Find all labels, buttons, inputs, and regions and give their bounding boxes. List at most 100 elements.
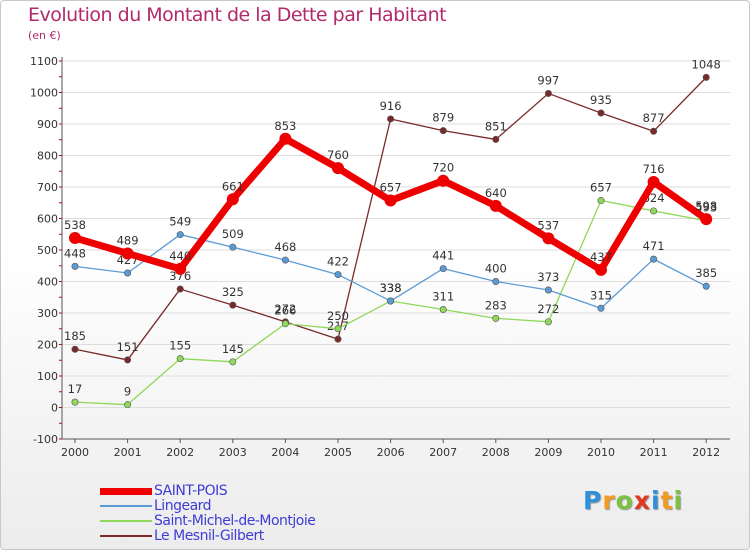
data-point [121,247,134,260]
data-label: 266 [274,304,296,318]
x-tick-label: 2001 [114,446,142,459]
data-label: 151 [117,340,139,354]
data-label: 325 [222,285,244,299]
x-tick-label: 2011 [640,446,668,459]
legend-swatch [100,505,152,507]
data-label: 538 [64,218,86,232]
legend-label: Le Mesnil-Gilbert [154,528,264,544]
y-tick-label: 400 [37,276,58,289]
data-point [650,255,658,263]
logo-letter: i [673,486,684,515]
data-point [229,243,237,251]
data-point [597,197,605,205]
logo-letter: i [651,486,661,515]
data-label: 400 [485,262,507,276]
data-point [176,231,184,239]
x-tick-label: 2000 [61,446,89,459]
data-label: 935 [590,93,612,107]
y-tick-label: 1000 [30,87,58,100]
data-point [650,207,658,215]
x-tick-label: 2010 [587,446,615,459]
data-point [71,345,79,353]
chart-subtitle: (en €) [28,29,61,42]
data-label: 17 [68,382,83,396]
data-label: 1048 [692,57,721,71]
y-tick-label: 500 [37,244,58,257]
data-point [439,127,447,135]
data-label: 422 [327,255,349,269]
data-label: 661 [222,179,244,193]
data-point [124,401,132,409]
legend-label: Saint-Michel-de-Montjoie [154,513,316,529]
x-tick-label: 2003 [219,446,247,459]
data-label: 338 [380,281,402,295]
data-point [542,232,555,245]
data-point [702,282,710,290]
data-label: 657 [590,181,612,195]
logo-letter: x [633,486,651,515]
data-point [702,73,710,81]
data-point [124,269,132,277]
data-label: 441 [432,249,454,263]
data-point [334,325,342,333]
data-point [69,232,81,245]
legend-label: SAINT-POIS [154,483,228,499]
data-point [439,265,447,273]
data-label: 338 [380,281,402,295]
chart-title: Evolution du Montant de la Dette par Hab… [28,4,447,26]
x-tick-label: 2012 [692,446,720,459]
data-point [439,306,447,314]
data-point [650,127,658,135]
data-label: 9 [124,385,131,399]
data-label: 657 [380,181,402,195]
data-point [700,213,713,226]
data-label: 916 [380,99,402,113]
y-tick-label: 300 [37,307,58,320]
data-point [597,304,605,312]
x-tick-label: 2008 [482,446,510,459]
data-point [489,199,502,212]
data-point [226,193,239,206]
data-label: 640 [485,186,507,200]
data-label: 448 [64,246,86,260]
data-point [124,356,132,364]
data-point [492,277,500,285]
data-label: 468 [274,240,296,254]
x-tick-label: 2009 [534,446,562,459]
data-label: 437 [590,250,612,264]
data-point [176,285,184,293]
x-tick-label: 2004 [271,446,299,459]
data-point [174,262,187,275]
data-label: 489 [117,233,139,247]
data-label: 155 [169,339,191,353]
y-tick-label: 800 [37,150,58,163]
data-label: 760 [327,148,349,162]
data-point [595,263,607,276]
y-tick-label: 0 [51,402,58,415]
data-point [544,89,552,97]
data-label: 853 [274,119,296,133]
legend-swatch [100,520,152,522]
y-tick-label: 700 [37,181,58,194]
data-label: 879 [432,111,454,125]
legend-swatch [100,535,152,537]
data-label: 720 [432,161,454,175]
data-label: 315 [590,288,612,302]
data-point [544,318,552,326]
data-label: 509 [222,227,244,241]
data-label: 385 [695,266,717,280]
data-point [281,320,289,328]
data-point [544,286,552,294]
y-tick-label: 600 [37,213,58,226]
data-label: 877 [643,111,665,125]
y-tick-label: 1100 [30,55,58,68]
x-tick-label: 2006 [377,446,405,459]
data-point [647,175,660,188]
data-point [281,256,289,264]
y-tick-label: 100 [37,370,58,383]
y-tick-label: 900 [37,118,58,131]
data-label: 376 [169,269,191,283]
data-label: 716 [643,162,665,176]
data-point [492,314,500,322]
data-point [492,135,500,143]
